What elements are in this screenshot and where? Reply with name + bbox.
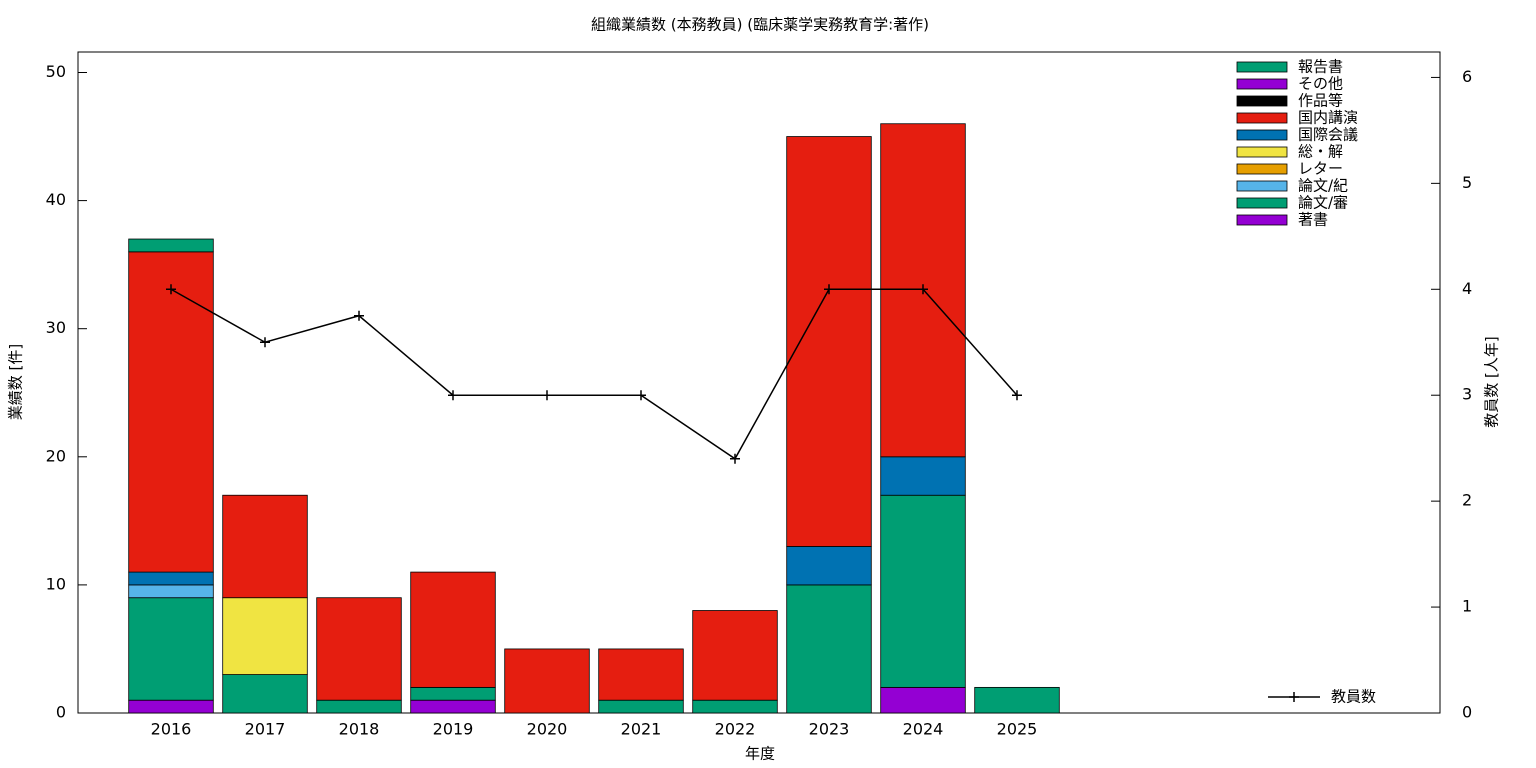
bar-segment [410,686,496,701]
legend-swatch [1236,129,1288,141]
bar-segment [316,597,402,701]
bar-segment [504,648,590,714]
x-tick-label: 2016 [151,720,192,739]
legend-label: 著書 [1298,211,1328,229]
x-tick-label: 2017 [245,720,286,739]
legend-label: 教員数 [1331,688,1376,706]
y-tick-label: 50 [46,62,66,81]
legend-label: 論文/紀 [1298,177,1348,195]
bar-segment [222,494,308,599]
y2-tick-label: 0 [1462,703,1472,722]
legend-swatch [1236,180,1288,192]
point-marker [636,390,646,401]
y-tick-label: 20 [46,446,66,465]
x-tick-label: 2018 [339,720,380,739]
legend-swatch [1236,197,1288,209]
point-marker [166,284,176,295]
x-tick-label: 2020 [527,720,568,739]
x-axis-label: 年度 [745,745,775,763]
bar-segment [128,571,214,586]
bar-segment [222,674,308,714]
point-marker [542,390,552,401]
x-tick-label: 2021 [621,720,662,739]
bar-segment [692,699,778,714]
bar-segment [128,251,214,573]
legend-label: 作品等 [1298,92,1343,110]
y-tick-label: 40 [46,190,66,209]
legend-label: 論文/審 [1298,194,1348,212]
bar-segment [128,238,214,253]
point-marker [824,284,834,295]
bar-segment [128,597,214,701]
chart-title: 組織業績数 (本務教員) (臨床薬学実務教育学:著作) [591,16,929,34]
y2-axis-label: 教員数 [人年] [1483,336,1501,427]
bar-segment [880,456,966,496]
y2-tick-label: 6 [1462,67,1472,86]
bar-segment [128,699,214,714]
legend-swatch [1236,146,1288,158]
y2-tick-label: 5 [1462,173,1472,192]
y-tick-label: 30 [46,318,66,337]
line [170,288,1018,460]
bar-segment [598,699,684,714]
legend-label: 国際会議 [1298,126,1358,144]
legend-swatch [1236,78,1288,90]
bar-segment [880,686,966,714]
y-axis-label: 業績数 [件] [7,344,25,420]
legend-swatch [1236,163,1288,175]
bar-segment [692,610,778,701]
y2-tick-label: 3 [1462,385,1472,404]
x-tick-label: 2025 [997,720,1038,739]
point-marker [1012,390,1022,401]
bar-segment [786,546,872,586]
legend-swatch [1236,214,1288,226]
legend-marker [1289,692,1299,702]
bar-segment [598,648,684,701]
point-marker [730,453,740,464]
bar-segment [974,686,1060,714]
y2-tick-label: 1 [1462,597,1472,616]
point-marker [354,310,364,321]
point-marker [448,390,458,401]
legend-label: レター [1298,160,1343,178]
bar-segment [128,584,214,599]
point-marker [918,284,928,295]
legend-swatch [1236,95,1288,107]
bar-segment [786,584,872,714]
legend-label: 国内講演 [1298,109,1358,127]
x-tick-label: 2022 [715,720,756,739]
legend-label: 報告書 [1298,58,1343,76]
y2-tick-label: 2 [1462,491,1472,510]
legend-label: その他 [1298,75,1343,93]
y-tick-label: 10 [46,574,66,593]
bar-segment [880,494,966,688]
y-tick-label: 0 [56,703,66,722]
bar-segment [410,699,496,714]
legend-swatch [1236,61,1288,73]
x-tick-label: 2023 [809,720,850,739]
bar-segment [410,571,496,688]
bar-segment [222,597,308,675]
legend-swatch [1236,112,1288,124]
bar-segment [316,699,402,714]
y2-tick-label: 4 [1462,279,1472,298]
x-tick-label: 2019 [433,720,474,739]
legend-label: 総・解 [1298,143,1343,161]
x-tick-label: 2024 [903,720,944,739]
point-marker [260,337,270,348]
